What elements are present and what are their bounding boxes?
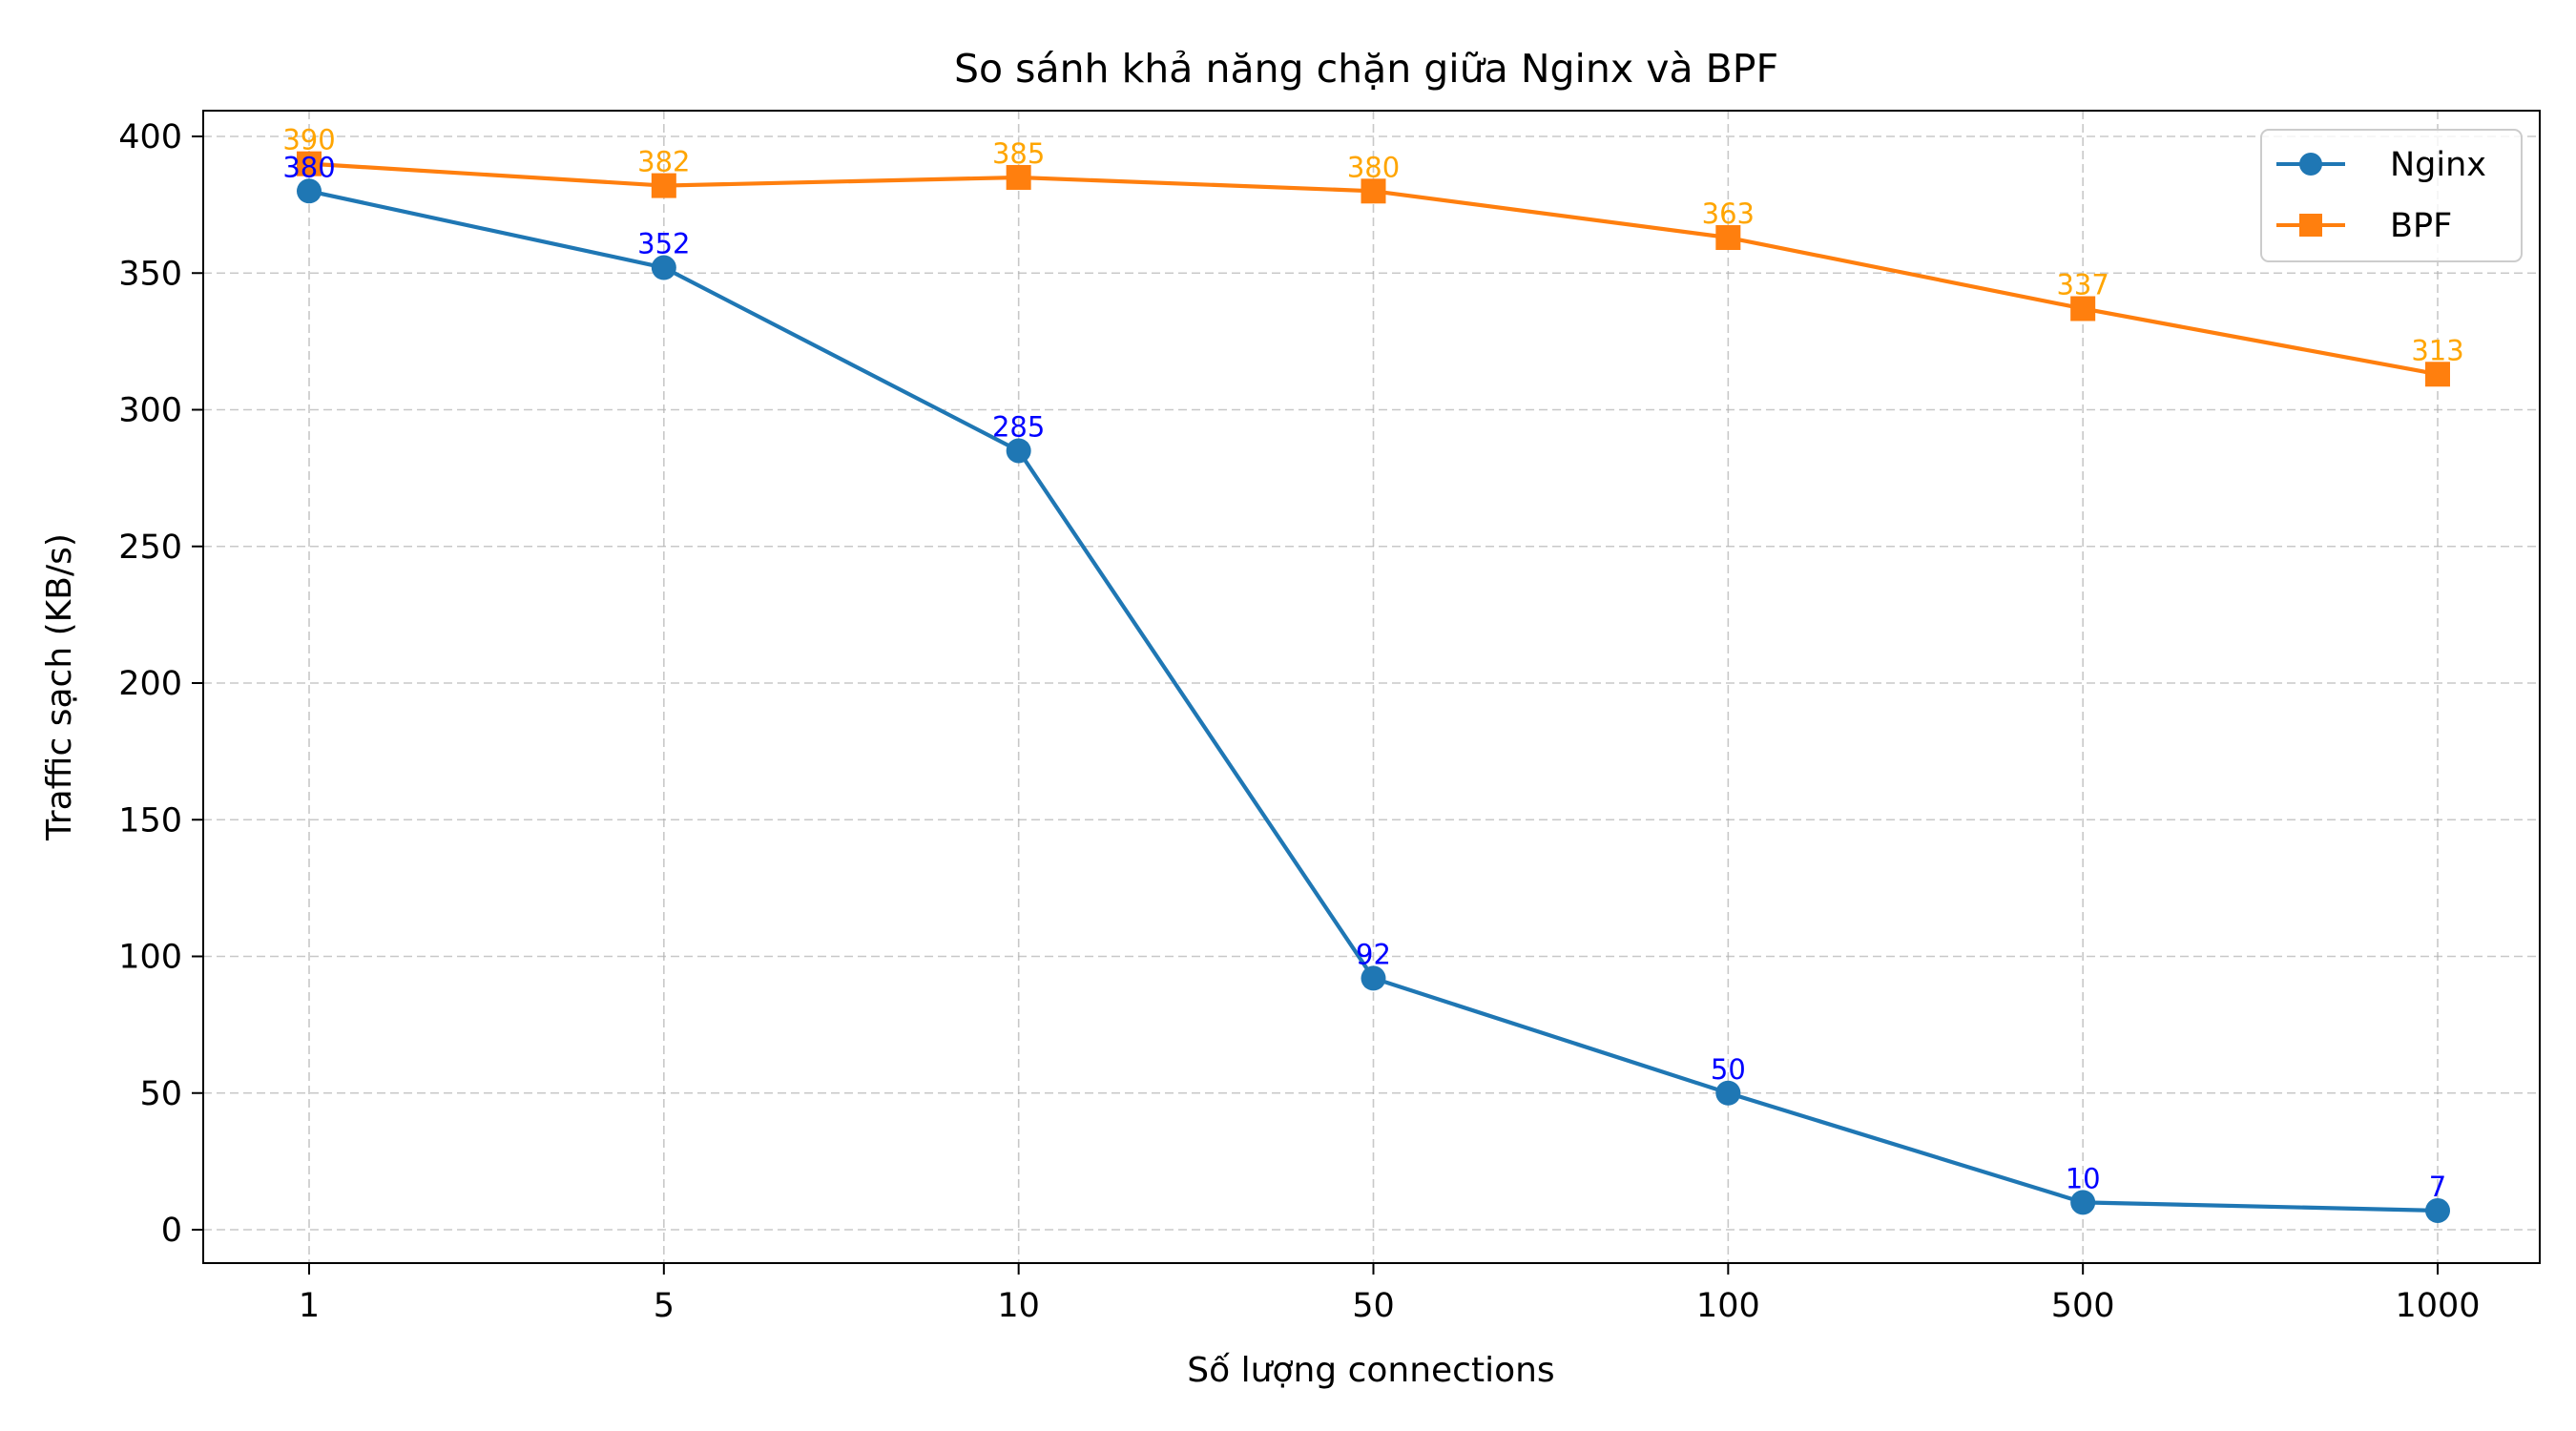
plot-frame xyxy=(202,110,2541,1264)
x-tick-label: 100 xyxy=(1696,1287,1760,1325)
y-tick-label: 150 xyxy=(118,801,182,840)
data-point-nginx xyxy=(297,178,322,204)
x-tick-label: 1 xyxy=(299,1287,320,1325)
y-tick-label: 300 xyxy=(118,392,182,430)
data-point-nginx xyxy=(2070,1190,2096,1215)
data-label-nginx: 92 xyxy=(1356,938,1391,970)
legend-label-bpf: BPF xyxy=(2390,207,2452,245)
data-label-nginx: 10 xyxy=(2066,1162,2101,1194)
y-tick-label: 350 xyxy=(118,255,182,293)
grid xyxy=(203,111,2540,1263)
data-label-bpf: 313 xyxy=(2411,334,2463,366)
y-tick-label: 200 xyxy=(118,665,182,703)
legend-marker-nginx xyxy=(2299,153,2322,176)
x-tick-label: 50 xyxy=(1352,1287,1395,1325)
y-tick-label: 50 xyxy=(139,1075,182,1113)
data-point-bpf xyxy=(297,151,322,176)
data-label-nginx: 7 xyxy=(2429,1171,2446,1203)
data-point-bpf xyxy=(1715,225,1741,251)
data-label-bpf: 363 xyxy=(1702,197,1755,230)
x-tick-label: 5 xyxy=(654,1287,675,1325)
data-label-nginx: 50 xyxy=(1711,1053,1746,1086)
data-label-nginx: 285 xyxy=(992,410,1045,443)
data-label-bpf: 385 xyxy=(992,137,1045,170)
legend-label-nginx: Nginx xyxy=(2390,146,2486,184)
legend-marker-bpf xyxy=(2299,214,2322,237)
x-tick-label: 10 xyxy=(997,1287,1040,1325)
data-labels: 390 382 385 380 363 337 313 380 352 285 92 50 10 7 xyxy=(282,124,2463,1203)
data-point-nginx xyxy=(1715,1080,1741,1106)
data-point-nginx xyxy=(2425,1197,2450,1223)
series-layer xyxy=(297,151,2450,1223)
legend: Nginx BPF xyxy=(2260,129,2523,262)
data-point-nginx xyxy=(1006,438,1031,464)
data-label-bpf: 382 xyxy=(637,146,690,178)
y-tick-label: 0 xyxy=(161,1212,182,1250)
x-axis-label: Số lượng connections xyxy=(1187,1351,1554,1390)
data-label-nginx: 380 xyxy=(282,151,335,183)
y-tick-label: 100 xyxy=(118,939,182,977)
data-label-bpf: 337 xyxy=(2056,268,2109,301)
y-axis-label: Traffic sạch (KB/s) xyxy=(40,533,79,841)
data-point-bpf xyxy=(2425,362,2450,387)
y-tick-label: 400 xyxy=(118,118,182,156)
data-point-bpf xyxy=(1361,178,1386,204)
data-label-bpf: 390 xyxy=(282,124,335,156)
x-tick-label: 500 xyxy=(2051,1287,2115,1325)
data-label-bpf: 380 xyxy=(1347,151,1400,183)
chart-title: So sánh khả năng chặn giữa Nginx và BPF xyxy=(954,46,1778,92)
x-tick-label: 1000 xyxy=(2395,1287,2480,1325)
data-point-bpf xyxy=(1006,164,1031,190)
y-tick-label: 250 xyxy=(118,529,182,567)
data-label-nginx: 352 xyxy=(637,228,690,260)
axis-ticks: 1 5 10 50 100 500 1000 0 50 100 150 200 250 300 350 400 xyxy=(118,118,2480,1325)
data-point-bpf xyxy=(651,173,676,198)
data-point-nginx xyxy=(651,255,676,280)
data-point-nginx xyxy=(1361,965,1386,991)
data-point-bpf xyxy=(2070,296,2096,321)
